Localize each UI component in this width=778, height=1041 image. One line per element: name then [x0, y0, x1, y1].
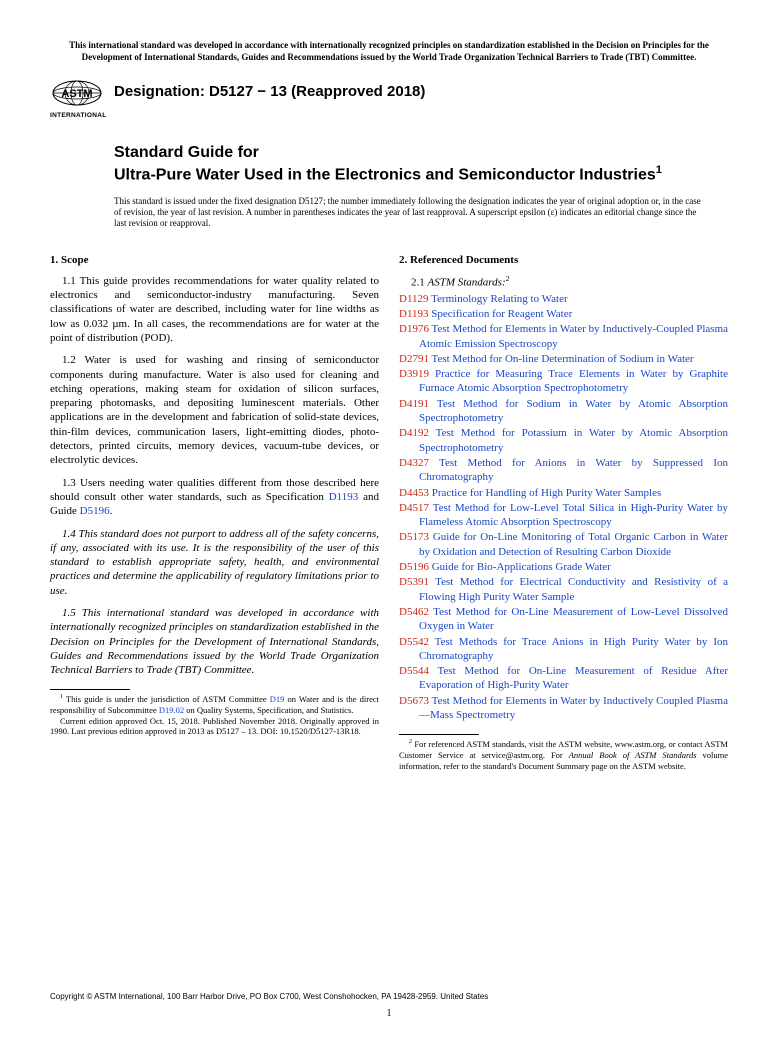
ref-text[interactable]: Test Method for On-Line Measurement of L… [419, 606, 728, 632]
footnote-2: 2 For referenced ASTM standards, visit t… [399, 739, 728, 771]
page: This international standard was develope… [0, 0, 778, 1041]
astm-logo: ASTM INTERNATIONAL [50, 75, 104, 119]
ref-item: D4327 Test Method for Anions in Water by… [399, 456, 728, 485]
ref-code[interactable]: D1976 [399, 323, 429, 335]
footnote-rule-right [399, 734, 479, 735]
footnote-1: 1 This guide is under the jurisdiction o… [50, 694, 379, 715]
ref-code[interactable]: D5196 [399, 561, 429, 573]
ref-code[interactable]: D5542 [399, 636, 429, 648]
scope-p1: 1.1 This guide provides recommendations … [50, 274, 379, 345]
left-column: 1. Scope 1.1 This guide provides recomme… [50, 253, 379, 771]
ref-text[interactable]: Practice for Measuring Trace Elements in… [419, 368, 728, 394]
ref-code[interactable]: D5391 [399, 576, 429, 588]
ref-item: D5673 Test Method for Elements in Water … [399, 694, 728, 723]
ref-text[interactable]: Practice for Handling of High Purity Wat… [429, 487, 661, 499]
ref-text[interactable]: Test Method for Sodium in Water by Atomi… [419, 398, 728, 424]
ref-code[interactable]: D1193 [399, 308, 429, 320]
ref-code[interactable]: D1129 [399, 293, 429, 305]
ref-text[interactable]: Test Method for Electrical Conductivity … [419, 576, 728, 602]
title-block: Standard Guide for Ultra-Pure Water Used… [114, 143, 728, 185]
ref-code[interactable]: D4453 [399, 487, 429, 499]
ref-list: D1129 Terminology Relating to WaterD1193… [399, 292, 728, 723]
ref-item: D2791 Test Method for On-line Determinat… [399, 352, 728, 366]
scope-heading: 1. Scope [50, 253, 379, 267]
ref-item: D5173 Guide for On-Line Monitoring of To… [399, 530, 728, 559]
ref-text[interactable]: Guide for Bio-Applications Grade Water [429, 561, 611, 573]
copyright: Copyright © ASTM International, 100 Barr… [50, 992, 488, 1001]
issued-note: This standard is issued under the fixed … [114, 196, 708, 230]
ref-code[interactable]: D4327 [399, 457, 429, 469]
ref-item: D5196 Guide for Bio-Applications Grade W… [399, 560, 728, 574]
ref-code[interactable]: D4191 [399, 398, 429, 410]
scope-p4: 1.4 This standard does not purport to ad… [50, 527, 379, 598]
refs-heading: 2. Referenced Documents [399, 253, 728, 267]
ref-text[interactable]: Specification for Reagent Water [429, 308, 573, 320]
ref-text[interactable]: Test Method for Anions in Water by Suppr… [419, 457, 728, 483]
scope-p2: 1.2 Water is used for washing and rinsin… [50, 353, 379, 467]
ref-code[interactable]: D5544 [399, 665, 429, 677]
ref-item: D4191 Test Method for Sodium in Water by… [399, 397, 728, 426]
title-superscript: 1 [656, 164, 662, 176]
svg-text:ASTM: ASTM [61, 88, 92, 100]
ref-code[interactable]: D5462 [399, 606, 429, 618]
ref-item: D1976 Test Method for Elements in Water … [399, 322, 728, 351]
ref-text[interactable]: Test Method for Potassium in Water by At… [419, 427, 728, 453]
ref-code[interactable]: D2791 [399, 353, 429, 365]
page-number: 1 [0, 1008, 778, 1019]
link-d1193[interactable]: D1193 [329, 491, 359, 503]
ref-item: D5391 Test Method for Electrical Conduct… [399, 575, 728, 604]
link-d19-02[interactable]: D19.02 [159, 705, 184, 715]
ref-code[interactable]: D5673 [399, 695, 429, 707]
ref-text[interactable]: Test Methods for Trace Anions in High Pu… [419, 636, 728, 662]
designation: Designation: D5127 − 13 (Reapproved 2018… [114, 83, 425, 100]
scope-p5: 1.5 This international standard was deve… [50, 606, 379, 677]
ref-text[interactable]: Test Method for Elements in Water by Ind… [419, 323, 728, 349]
link-d5196[interactable]: D5196 [80, 505, 110, 517]
logo-text: INTERNATIONAL [50, 112, 104, 119]
ref-code[interactable]: D4192 [399, 427, 429, 439]
ref-item: D5462 Test Method for On-Line Measuremen… [399, 605, 728, 634]
ref-text[interactable]: Guide for On-Line Monitoring of Total Or… [419, 531, 728, 557]
title-main-text: Ultra-Pure Water Used in the Electronics… [114, 167, 656, 184]
ref-text[interactable]: Test Method for Elements in Water by Ind… [419, 695, 728, 721]
ref-text[interactable]: Test Method for Low-Level Total Silica i… [419, 502, 728, 528]
ref-item: D1193 Specification for Reagent Water [399, 307, 728, 321]
refs-subhead: 2.1 ASTM Standards:2 [399, 274, 728, 290]
ref-item: D4192 Test Method for Potassium in Water… [399, 426, 728, 455]
ref-text[interactable]: Terminology Relating to Water [429, 293, 568, 305]
ref-item: D1129 Terminology Relating to Water [399, 292, 728, 306]
scope-p3: 1.3 Users needing water qualities differ… [50, 476, 379, 519]
ref-code[interactable]: D3919 [399, 368, 429, 380]
columns: 1. Scope 1.1 This guide provides recomme… [50, 253, 728, 771]
right-column: 2. Referenced Documents 2.1 ASTM Standar… [399, 253, 728, 771]
ref-item: D3919 Practice for Measuring Trace Eleme… [399, 367, 728, 396]
ref-code[interactable]: D4517 [399, 502, 429, 514]
ref-text[interactable]: Test Method for On-line Determination of… [429, 353, 694, 365]
footnote-rule-left [50, 689, 130, 690]
ref-item: D5544 Test Method for On-Line Measuremen… [399, 664, 728, 693]
header-row: ASTM INTERNATIONAL Designation: D5127 − … [50, 75, 728, 119]
title-prefix: Standard Guide for [114, 143, 728, 163]
ref-item: D5542 Test Methods for Trace Anions in H… [399, 635, 728, 664]
ref-code[interactable]: D5173 [399, 531, 429, 543]
title-main: Ultra-Pure Water Used in the Electronics… [114, 163, 728, 185]
top-notice: This international standard was develope… [50, 40, 728, 63]
link-d19[interactable]: D19 [270, 694, 285, 704]
footnote-1b: Current edition approved Oct. 15, 2018. … [50, 716, 379, 737]
ref-item: D4517 Test Method for Low-Level Total Si… [399, 501, 728, 530]
ref-item: D4453 Practice for Handling of High Puri… [399, 486, 728, 500]
ref-text[interactable]: Test Method for On-Line Measurement of R… [419, 665, 728, 691]
